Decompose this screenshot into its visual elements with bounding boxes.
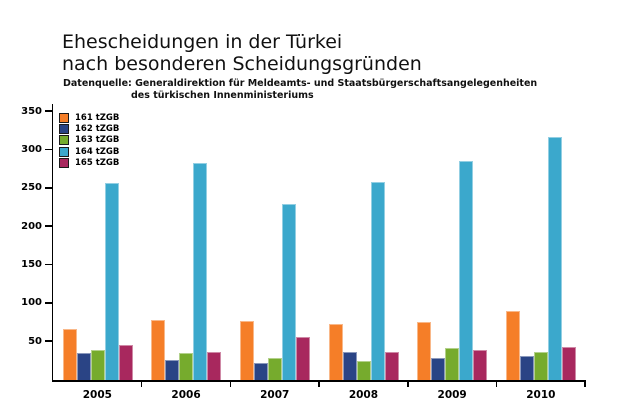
legend-item: 163 tZGB	[59, 135, 119, 146]
legend-label: 161 tZGB	[75, 112, 120, 123]
y-axis-tick	[45, 187, 52, 189]
y-tick-label: 200	[21, 220, 42, 232]
bar	[207, 351, 222, 380]
plot-area: 50 100 150 200 250 300 350 2005 2006 2007 2008 2009…	[21, 104, 586, 401]
legend-label: 163 tZGB	[75, 135, 120, 146]
x-axis-tick	[495, 381, 498, 387]
bar	[76, 352, 91, 380]
bar	[193, 163, 208, 380]
legend-swatch	[59, 135, 69, 146]
x-axis-tick	[407, 381, 409, 387]
legend-item: 164 tZGB	[59, 146, 119, 157]
bar	[118, 345, 133, 380]
y-tick-label: 50	[28, 335, 42, 347]
bar	[90, 350, 105, 380]
bar	[342, 351, 357, 380]
x-axis-tick	[318, 381, 320, 387]
x-tick-label: 2008	[348, 388, 379, 401]
bar	[562, 347, 577, 380]
bar	[520, 355, 535, 380]
bar	[445, 348, 460, 380]
legend-label: 164 tZGB	[75, 146, 120, 157]
bar	[328, 324, 343, 380]
bar	[548, 137, 563, 380]
y-tick-label: 100	[21, 297, 42, 309]
bar	[179, 352, 194, 380]
legend-label: 165 tZGB	[75, 158, 120, 169]
x-axis-tick	[229, 381, 232, 387]
legend-swatch	[59, 158, 69, 169]
y-axis-tick	[45, 263, 52, 266]
bar	[282, 203, 296, 380]
x-tick-label: 2009	[437, 388, 467, 401]
chart-title: Ehescheidungen in der Türkei nach besond…	[62, 31, 422, 75]
bar	[417, 322, 432, 380]
chart-subtitle-line2: des türkischen Innenministeriums	[131, 89, 314, 101]
x-axis-tick	[140, 381, 143, 387]
bar	[165, 360, 180, 380]
bar	[534, 351, 549, 380]
legend-item: 162 tZGB	[59, 123, 120, 135]
y-axis-tick	[45, 225, 52, 227]
y-axis-tick	[45, 110, 52, 112]
x-tick-label: 2005	[82, 388, 112, 401]
bar	[356, 361, 371, 380]
legend-label: 162 tZGB	[75, 124, 120, 135]
chart-title-line2: nach besonderen Scheidungsgründen	[62, 53, 422, 75]
bar	[240, 321, 254, 380]
legend-swatch	[59, 146, 69, 157]
legend-item: 161 tZGB	[59, 112, 119, 123]
bar	[473, 350, 488, 380]
legend-swatch	[59, 112, 69, 123]
y-axis-tick	[45, 340, 52, 342]
bar	[384, 351, 399, 380]
bar	[104, 183, 119, 380]
y-tick-label: 300	[21, 144, 42, 156]
x-tick-label: 2007	[260, 388, 290, 401]
bar	[506, 311, 521, 380]
bar	[370, 182, 385, 380]
legend-item: 165 tZGB	[59, 158, 119, 169]
legend: 161 tZGB 162 tZGB 163 tZGB 164 tZGB 165 tZGB	[59, 112, 119, 169]
bar	[62, 328, 77, 380]
chart-subtitle-line1: Datenquelle: Generaldirektion für Meldea…	[63, 78, 538, 89]
bar	[296, 337, 310, 380]
bar	[151, 320, 166, 380]
y-axis-tick	[45, 148, 52, 151]
bar	[431, 358, 446, 380]
x-axis-tick	[584, 381, 586, 387]
x-tick-label: 2006	[171, 388, 201, 401]
bar	[459, 161, 474, 380]
chart-subtitle: Datenquelle: Generaldirektion für Meldea…	[63, 78, 537, 101]
legend-swatch	[59, 124, 69, 135]
y-tick-label: 250	[21, 182, 42, 194]
y-tick-label: 150	[21, 259, 42, 271]
y-axis-tick	[45, 302, 52, 304]
chart-title-line1: Ehescheidungen in der Türkei	[62, 31, 343, 53]
x-tick-label: 2010	[526, 388, 556, 401]
bar	[254, 362, 268, 380]
y-tick-label: 350	[21, 105, 42, 117]
bar	[268, 358, 282, 380]
